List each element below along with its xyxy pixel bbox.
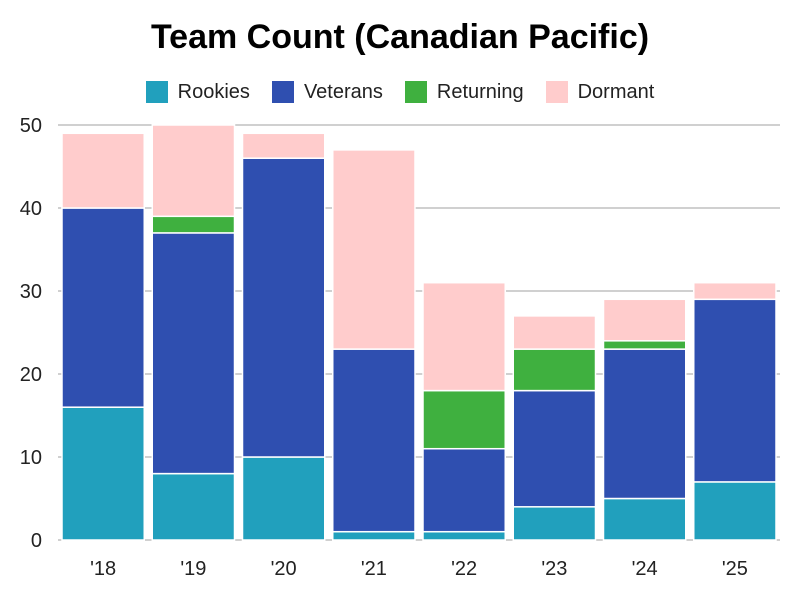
legend-label: Returning [436,80,524,103]
bar-dormant-6 [602,298,687,342]
legend-item-veterans: Veterans [271,80,383,104]
bar-rookies-4 [422,530,506,541]
legend-swatch [145,81,168,103]
bar-veterans-0 [61,207,145,408]
bar-returning-1 [151,215,236,234]
bar-veterans-4 [422,447,506,533]
bar-rookies-5 [512,506,597,541]
bar-dormant-3 [332,149,416,350]
bar-veterans-7 [693,298,777,483]
bar-dormant-4 [422,281,506,392]
legend-swatch [545,81,568,103]
legend-item-dormant: Dormant [545,80,655,104]
bar-rookies-7 [693,481,777,541]
x-tick-label: '19 [180,558,206,580]
bar-veterans-2 [241,157,326,458]
y-tick-label: 40 [20,198,42,220]
bar-rookies-6 [602,497,687,541]
y-tick-label: 30 [20,281,42,303]
bar-dormant-7 [693,281,777,301]
bar-veterans-5 [512,389,597,508]
y-tick-label: 0 [31,530,42,552]
x-tick-label: '21 [361,558,387,580]
legend-item-returning: Returning [404,80,524,104]
y-tick-label: 10 [20,447,42,469]
legend-item-rookies: Rookies [145,80,250,104]
bar-rookies-3 [332,530,416,541]
bar-returning-5 [512,348,597,392]
legend-label: Rookies [177,80,250,103]
x-tick-label: '20 [271,558,297,580]
legend-swatch [271,81,294,103]
legend-swatch [404,81,427,103]
bar-rookies-1 [151,472,236,541]
bar-returning-6 [602,340,687,350]
bar-returning-4 [422,389,506,450]
y-tick-label: 50 [20,115,42,137]
x-tick-label: '23 [541,558,567,580]
x-tick-label: '18 [90,558,116,580]
bar-dormant-0 [61,132,145,209]
x-tick-label: '25 [722,558,748,580]
bar-dormant-1 [151,124,236,218]
x-tick-label: '24 [632,558,658,580]
y-tick-label: 20 [20,364,42,386]
bar-veterans-6 [602,348,687,500]
bar-dormant-2 [241,132,326,159]
bar-rookies-2 [241,456,326,541]
chart-title: Team Count (Canadian Pacific) [150,18,650,56]
x-tick-label: '22 [451,558,477,580]
bar-veterans-1 [151,232,236,475]
legend-label: Veterans [303,80,383,103]
legend-label: Dormant [577,80,655,103]
bar-dormant-5 [512,315,597,350]
bar-rookies-0 [61,406,145,541]
legend: Rookies Veterans Returning Dormant [0,79,800,105]
bar-veterans-3 [332,348,416,533]
